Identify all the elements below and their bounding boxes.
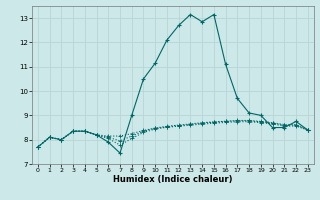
X-axis label: Humidex (Indice chaleur): Humidex (Indice chaleur) xyxy=(113,175,233,184)
